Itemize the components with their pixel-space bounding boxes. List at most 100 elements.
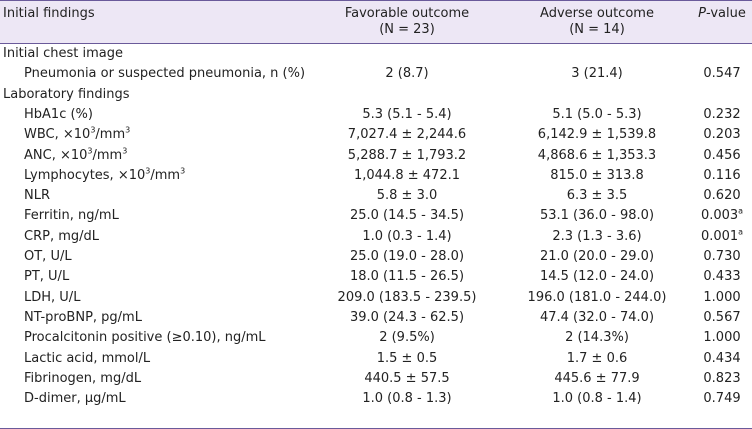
p-value: 0.547 bbox=[692, 66, 752, 82]
adverse-value: 196.0 (181.0 - 244.0) bbox=[527, 289, 667, 305]
table-row: LDH, U/L 209.0 (183.5 - 239.5) 196.0 (181.… bbox=[0, 288, 752, 308]
row-label: ANC, ×103/mm3 bbox=[24, 146, 128, 164]
section-title: Initial chest image bbox=[3, 46, 123, 61]
p-value: 0.456 bbox=[692, 148, 752, 164]
label-unit: /mm bbox=[95, 127, 126, 143]
header-adverse-outcome: Adverse outcome (N = 14) bbox=[502, 6, 692, 38]
header-favorable-outcome: Favorable outcome (N = 23) bbox=[312, 6, 502, 38]
row-label: Fibrinogen, mg/dL bbox=[24, 371, 141, 387]
p-value: 0.232 bbox=[692, 107, 752, 123]
p-value: 1.000 bbox=[692, 290, 752, 306]
row-label-text: Ferritin, ng/mL bbox=[24, 208, 119, 224]
table-row: NT-proBNP, pg/mL 39.0 (24.3 - 62.5) 47.4 (… bbox=[0, 308, 752, 328]
row-label: Lymphocytes, ×103/mm3 bbox=[24, 166, 186, 184]
row-label: LDH, U/L bbox=[24, 290, 80, 306]
row-label-text: CRP, mg/dL bbox=[24, 228, 100, 244]
p-value-number: 1.000 bbox=[703, 289, 741, 305]
row-label: PT, U/L bbox=[24, 269, 69, 285]
p-value-number: 0.203 bbox=[703, 127, 741, 143]
header-favorable-n: (N = 23) bbox=[379, 22, 435, 37]
row-label: Procalcitonin positive (≥0.10), ng/mL bbox=[24, 330, 266, 346]
p-value: 0.730 bbox=[692, 249, 752, 265]
row-label-text: ANC, ×10 bbox=[24, 147, 88, 163]
p-value: 0.567 bbox=[692, 310, 752, 326]
adverse-value: 4,868.6 ± 1,353.3 bbox=[537, 147, 657, 163]
adverse-value: 5.1 (5.0 - 5.3) bbox=[552, 106, 642, 122]
section-row: Laboratory findings bbox=[0, 84, 752, 105]
row-label-text: HbA1c (%) bbox=[24, 106, 93, 122]
adverse-value: 14.5 (12.0 - 24.0) bbox=[539, 269, 655, 285]
adverse-value: 3 (21.4) bbox=[571, 66, 623, 82]
favorable-value: 25.0 (19.0 - 28.0) bbox=[349, 249, 465, 264]
row-label: NLR bbox=[24, 188, 50, 204]
label-exponent: 3 bbox=[90, 125, 96, 135]
favorable-value: 5,288.7 ± 1,793.2 bbox=[347, 147, 467, 163]
p-value: 0.823 bbox=[692, 371, 752, 387]
favorable-value: 440.5 ± 57.5 bbox=[364, 370, 450, 386]
row-label-text: NT-proBNP, pg/mL bbox=[24, 309, 142, 325]
label-unit-exponent: 3 bbox=[122, 146, 128, 156]
p-value: 1.000 bbox=[692, 330, 752, 346]
table-row: Ferritin, ng/mL 25.0 (14.5 - 34.5) 53.1 (3… bbox=[0, 206, 752, 226]
adverse-value: 53.1 (36.0 - 98.0) bbox=[539, 208, 655, 224]
row-label: HbA1c (%) bbox=[24, 107, 93, 123]
row-label-text: NLR bbox=[24, 188, 50, 204]
p-value-number: 0.620 bbox=[703, 188, 741, 204]
row-label-text: PT, U/L bbox=[24, 269, 70, 285]
favorable-value: 1.0 (0.8 - 1.3) bbox=[362, 391, 452, 407]
favorable-value: 5.8 ± 3.0 bbox=[376, 188, 438, 204]
header-favorable-title: Favorable outcome bbox=[344, 6, 470, 21]
favorable-value: 1,044.8 ± 472.1 bbox=[354, 167, 460, 183]
p-value-number: 0.547 bbox=[703, 66, 741, 82]
favorable-value: 1.5 ± 0.5 bbox=[376, 350, 438, 366]
header-adverse-title: Adverse outcome bbox=[540, 6, 654, 21]
table-row: CRP, mg/dL 1.0 (0.3 - 1.4) 2.3 (1.3 - 3.6)… bbox=[0, 227, 752, 247]
p-value-number: 0.567 bbox=[703, 309, 741, 325]
p-value-number: 0.749 bbox=[703, 391, 741, 407]
table-row: Lactic acid, mmol/L 1.5 ± 0.5 1.7 ± 0.6 0.4… bbox=[0, 349, 752, 369]
favorable-value: 5.3 (5.1 - 5.4) bbox=[362, 106, 452, 122]
table-row: Pneumonia or suspected pneumonia, n (%) 2… bbox=[0, 64, 752, 84]
table-row: PT, U/L 18.0 (11.5 - 26.5) 14.5 (12.0 - 24… bbox=[0, 267, 752, 287]
adverse-value: 21.0 (20.0 - 29.0) bbox=[539, 249, 655, 264]
favorable-value: 25.0 (14.5 - 34.5) bbox=[349, 208, 465, 224]
header-p-letter: P bbox=[698, 6, 706, 21]
p-value-number: 1.000 bbox=[703, 330, 741, 346]
label-unit: /mm bbox=[150, 167, 181, 183]
row-label-text: D-dimer, µg/mL bbox=[24, 391, 126, 407]
section-title: Laboratory findings bbox=[3, 86, 130, 102]
favorable-value: 1.0 (0.3 - 1.4) bbox=[362, 228, 452, 244]
p-value-number: 0.434 bbox=[703, 350, 741, 366]
row-label-text: WBC, ×10 bbox=[24, 127, 91, 143]
label-exponent: 3 bbox=[145, 166, 151, 176]
adverse-value: 6.3 ± 3.5 bbox=[566, 188, 628, 204]
row-label-text: Pneumonia or suspected pneumonia, n (%) bbox=[24, 66, 306, 82]
header-p-suffix: -value bbox=[705, 6, 746, 21]
favorable-value: 209.0 (183.5 - 239.5) bbox=[337, 289, 477, 305]
p-value-number: 0.001 bbox=[700, 228, 739, 244]
adverse-value: 445.6 ± 77.9 bbox=[554, 370, 640, 386]
label-exponent: 3 bbox=[87, 146, 93, 156]
row-label: D-dimer, µg/mL bbox=[24, 391, 126, 407]
adverse-value: 6,142.9 ± 1,539.8 bbox=[537, 127, 657, 143]
label-unit: /mm bbox=[92, 147, 123, 163]
header-p-value: P-value bbox=[692, 6, 752, 22]
table-row: NLR 5.8 ± 3.0 6.3 ± 3.5 0.620 bbox=[0, 186, 752, 206]
row-label-text: Fibrinogen, mg/dL bbox=[24, 370, 142, 386]
p-value-number: 0.823 bbox=[703, 370, 741, 386]
table-header: Initial findings Favorable outcome (N = … bbox=[0, 1, 752, 44]
row-label-text: Lymphocytes, ×10 bbox=[24, 167, 146, 183]
table-row: WBC, ×103/mm3 7,027.4 ± 2,244.6 6,142.9 ± … bbox=[0, 125, 752, 145]
label-unit-exponent: 3 bbox=[180, 166, 186, 176]
label-unit-exponent: 3 bbox=[125, 125, 131, 135]
adverse-value: 2.3 (1.3 - 3.6) bbox=[552, 228, 642, 244]
row-label-text: LDH, U/L bbox=[24, 289, 81, 305]
table-row: D-dimer, µg/mL 1.0 (0.8 - 1.3) 1.0 (0.8 - … bbox=[0, 389, 752, 409]
row-label-text: OT, U/L bbox=[24, 249, 72, 264]
adverse-value: 1.0 (0.8 - 1.4) bbox=[552, 391, 642, 407]
table-row: OT, U/L 25.0 (19.0 - 28.0) 21.0 (20.0 - 29… bbox=[0, 247, 752, 267]
p-value-number: 0.456 bbox=[703, 147, 741, 163]
p-value: 0.433 bbox=[692, 269, 752, 285]
row-label-text: Procalcitonin positive (≥0.10), ng/mL bbox=[24, 330, 266, 346]
favorable-value: 2 (9.5%) bbox=[379, 330, 435, 346]
